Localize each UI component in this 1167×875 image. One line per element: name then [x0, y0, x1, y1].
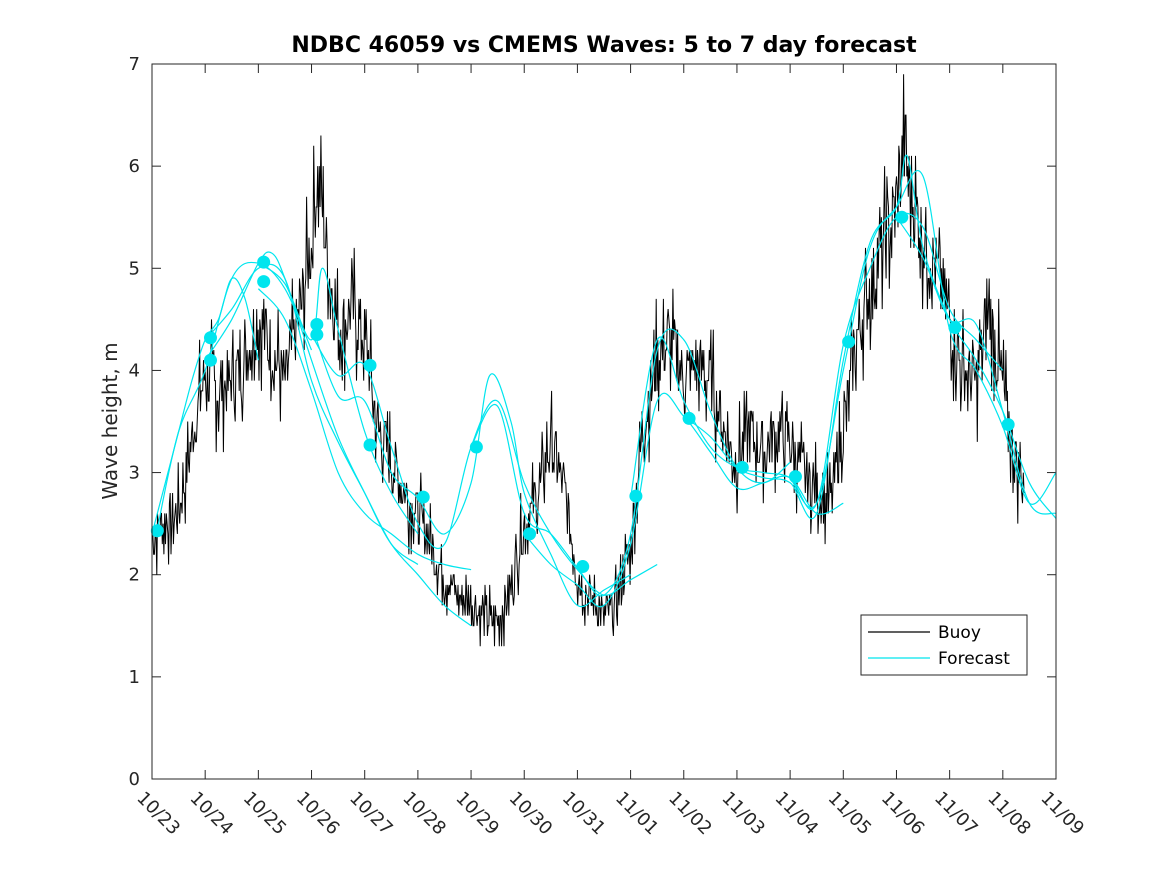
forecast-point	[203, 331, 217, 345]
y-tick-label: 2	[129, 565, 140, 586]
forecast-line	[310, 334, 658, 596]
forecast-line	[156, 261, 313, 529]
forecast-line	[258, 262, 419, 535]
forecast-point	[1001, 418, 1015, 432]
y-tick-label: 1	[129, 667, 140, 688]
forecast-line	[204, 263, 472, 627]
y-axis-label: Wave height, m	[98, 342, 122, 499]
forecast-markers	[150, 210, 1015, 574]
y-tick-label: 7	[129, 54, 140, 75]
y-tick-label: 5	[129, 258, 140, 279]
chart-title: NDBC 46059 vs CMEMS Waves: 5 to 7 day fo…	[291, 33, 917, 58]
forecast-point	[469, 440, 483, 454]
forecast-line	[310, 324, 631, 608]
forecast-point	[257, 255, 271, 269]
axis-ticks	[151, 63, 1057, 780]
forecast-point	[735, 460, 749, 474]
y-tick-label: 0	[129, 769, 140, 790]
legend-box	[860, 614, 1028, 676]
axes-frame	[151, 63, 1057, 780]
forecast-point	[523, 527, 537, 541]
forecast-point	[948, 321, 962, 335]
forecast-point	[150, 524, 164, 538]
forecast-line	[895, 216, 1057, 515]
forecast-point	[629, 489, 643, 503]
forecast-point	[257, 275, 271, 289]
forecast-point	[363, 358, 377, 372]
forecast-line	[257, 288, 472, 571]
forecast-point	[310, 328, 324, 342]
legend: Buoy Forecast	[860, 614, 1028, 676]
legend-label-forecast: Forecast	[938, 649, 1010, 669]
forecast-point	[416, 490, 430, 504]
y-tick-label: 3	[129, 463, 140, 484]
forecast-point	[310, 317, 324, 331]
y-tick-label: 4	[129, 360, 140, 381]
forecast-point	[576, 560, 590, 574]
y-axis-tick-labels: 0 1 2 3 4 5 6 7	[129, 54, 140, 790]
forecast-point	[363, 438, 377, 452]
forecast-point	[788, 470, 802, 484]
forecast-line	[470, 328, 791, 597]
forecast-line	[683, 154, 1057, 520]
y-tick-label: 6	[129, 156, 140, 177]
plot-area	[150, 74, 1057, 647]
legend-label-buoy: Buoy	[938, 623, 981, 643]
forecast-point	[682, 411, 696, 425]
forecast-point	[203, 353, 217, 367]
forecast-line	[789, 170, 1057, 509]
forecast-point	[895, 210, 909, 224]
forecast-point	[842, 335, 856, 349]
